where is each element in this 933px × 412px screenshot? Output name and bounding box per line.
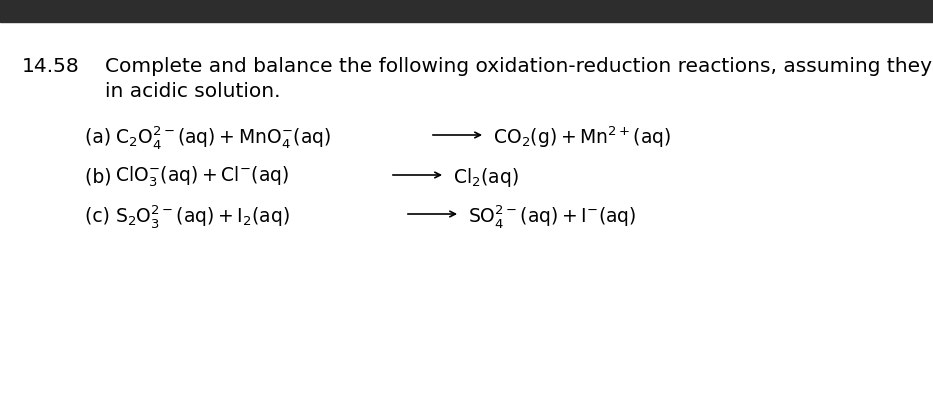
- Text: 14.58: 14.58: [22, 57, 79, 76]
- Text: $\mathrm{ClO_3^{-}(aq)+Cl^{-}(aq)}$: $\mathrm{ClO_3^{-}(aq)+Cl^{-}(aq)}$: [115, 165, 289, 189]
- Text: $\mathrm{Cl_2(aq)}$: $\mathrm{Cl_2(aq)}$: [453, 166, 519, 189]
- Text: in acidic solution.: in acidic solution.: [105, 82, 281, 101]
- Text: (a): (a): [85, 127, 123, 147]
- Text: Complete and balance the following oxidation-reduction reactions, assuming they : Complete and balance the following oxida…: [105, 57, 933, 76]
- Text: (c): (c): [85, 206, 122, 225]
- Text: $\mathrm{SO_4^{2-}(aq)+I^{-}(aq)}$: $\mathrm{SO_4^{2-}(aq)+I^{-}(aq)}$: [468, 203, 636, 229]
- Bar: [0, 0, 933, 22]
- Text: $\mathrm{C_2O_4^{2-}(aq)+MnO_4^{-}(aq)}$: $\mathrm{C_2O_4^{2-}(aq)+MnO_4^{-}(aq)}$: [115, 124, 331, 150]
- Text: (b): (b): [85, 168, 123, 187]
- Text: $\mathrm{CO_2(g)+Mn^{2+}(aq)}$: $\mathrm{CO_2(g)+Mn^{2+}(aq)}$: [493, 124, 671, 150]
- Text: $\mathrm{S_2O_3^{2-}(aq)+I_2(aq)}$: $\mathrm{S_2O_3^{2-}(aq)+I_2(aq)}$: [115, 203, 290, 229]
